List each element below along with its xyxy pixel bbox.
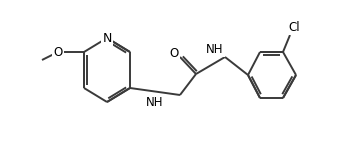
Text: N: N bbox=[102, 31, 112, 45]
Text: O: O bbox=[53, 46, 62, 59]
Text: NH: NH bbox=[146, 96, 164, 108]
Text: O: O bbox=[169, 46, 179, 60]
Text: Cl: Cl bbox=[288, 20, 300, 34]
Text: NH: NH bbox=[206, 42, 224, 56]
